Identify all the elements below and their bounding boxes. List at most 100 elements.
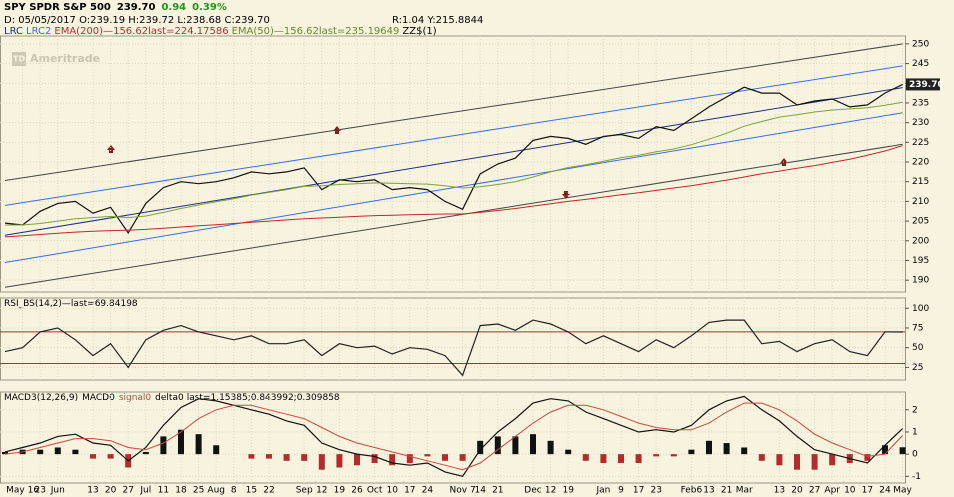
last-price: 239.70 <box>117 2 156 13</box>
histogram-bar <box>195 434 202 455</box>
legend-name: signal0 <box>119 393 152 403</box>
x-tick-label: 13 <box>703 486 714 496</box>
y-tick-label: 235 <box>912 98 929 108</box>
histogram-bar <box>424 454 431 457</box>
histogram-bar <box>653 454 660 457</box>
title: RSI_BS(14,2) <box>4 299 62 309</box>
histogram-bar <box>301 454 308 461</box>
symbol-header: SPY SPDR S&P 500 239.70 0.94 0.39% <box>4 2 227 13</box>
last-label: —last=69.84198 <box>62 299 138 309</box>
x-tick-label: 19 <box>562 486 574 496</box>
title: MACD3(12,26,9) <box>4 393 78 403</box>
regression-channel <box>4 65 903 206</box>
y-tick-label: 200 <box>912 236 929 246</box>
y-tick-label: 0 <box>912 450 918 460</box>
change-pct: 0.39% <box>192 2 227 13</box>
histogram-bar <box>758 454 765 461</box>
histogram-bar <box>582 454 589 461</box>
histogram-bar <box>354 454 360 466</box>
x-tick-label: 26 <box>351 486 363 496</box>
histogram-bar <box>266 454 272 459</box>
x-tick-label: 12 <box>316 486 327 496</box>
histogram-bar <box>459 454 466 461</box>
y-tick-label: 190 <box>912 276 929 286</box>
x-tick-label: 20 <box>105 486 117 496</box>
x-tick-label: 27 <box>809 486 820 496</box>
x-tick-label: 25 <box>193 486 204 496</box>
histogram-bar <box>442 454 448 461</box>
x-tick-label: 21 <box>721 486 732 496</box>
logo-box <box>12 52 26 66</box>
x-tick-label: 14 <box>474 486 486 496</box>
macd-title: MACD3(12,26,9) MACD0 signal0 delta0 last=1.1… <box>4 393 340 403</box>
legend-name: EMA(50) <box>232 26 274 37</box>
histogram-bar <box>864 454 871 461</box>
legend-text: —156.62last=224.17586 <box>103 26 228 37</box>
histogram-bar <box>829 454 836 466</box>
histogram-bar <box>142 451 149 455</box>
x-tick-label: Jul <box>139 486 151 496</box>
histogram-bar <box>107 454 114 459</box>
y-tick-label: 250 <box>912 39 929 49</box>
price-box <box>906 78 940 91</box>
arrow <box>107 145 115 153</box>
histogram-bar <box>794 454 800 470</box>
x-tick-label: Feb6 <box>681 486 703 496</box>
histogram-bar <box>723 443 730 455</box>
y-tick-label: -1 <box>912 472 921 482</box>
histogram-bar <box>37 449 44 455</box>
y-tick-label: 195 <box>912 256 929 266</box>
y-tick-label: 210 <box>912 197 929 207</box>
change: 0.94 <box>161 2 186 13</box>
x-tick-label: 17 <box>862 486 873 496</box>
y-tick-label: 2 <box>912 405 918 415</box>
y-tick-label: 75 <box>912 323 923 333</box>
study: ZZ$(1) <box>402 26 436 37</box>
study: LRC2 <box>26 26 51 37</box>
histogram-bar <box>741 447 748 455</box>
histogram-bar <box>90 454 96 459</box>
regression-channel <box>4 112 903 263</box>
histogram-bar <box>371 454 378 464</box>
study-legend: LRC LRC2 EMA(200)—156.62last=224.17586 EMA(… <box>4 26 437 37</box>
rsi-title: RSI_BS(14,2)—last=69.84198 <box>4 299 138 309</box>
stats: R:1.04 Y:215.8844 <box>392 15 483 26</box>
series-line <box>4 402 903 471</box>
last-label: last=1.15385;0.843992;0.309858 <box>187 393 340 403</box>
x-tick-label: Jan <box>595 486 610 496</box>
histogram-bar <box>406 454 413 464</box>
x-tick-label: 23 <box>34 486 45 496</box>
x-tick-label: 21 <box>492 486 503 496</box>
histogram-bar <box>618 454 624 464</box>
x-tick-label: Sep <box>296 486 313 496</box>
histogram-bar <box>811 454 818 470</box>
x-tick-label: May <box>893 486 912 496</box>
regression-channel <box>4 43 903 181</box>
histogram-bar <box>2 451 8 455</box>
x-tick-label: 9 <box>618 486 624 496</box>
histogram-bar <box>389 454 396 466</box>
x-tick-label: Nov 7 <box>450 486 476 496</box>
histogram-bar <box>336 454 343 468</box>
histogram-bar <box>248 454 255 459</box>
histogram-bar <box>882 445 888 455</box>
histogram-bar <box>477 440 484 455</box>
ohlc: D: 05/05/2017 O:239.19 H:239.72 L:238.68… <box>4 15 270 26</box>
x-tick-label: 13 <box>774 486 785 496</box>
panel-frame <box>0 35 906 293</box>
x-tick-label: 10 <box>844 486 856 496</box>
histogram-bar <box>776 454 783 466</box>
x-tick-label: 10 <box>386 486 398 496</box>
series-line <box>5 101 903 226</box>
histogram-bar <box>213 445 220 455</box>
x-tick-label: 24 <box>422 486 434 496</box>
x-tick-label: 17 <box>404 486 415 496</box>
x-tick-label: 19 <box>334 486 346 496</box>
x-tick-label: 24 <box>879 486 891 496</box>
legend-name: MACD0 <box>82 393 115 403</box>
x-tick-label: May 16 <box>6 486 39 496</box>
regression-channel <box>4 87 903 236</box>
